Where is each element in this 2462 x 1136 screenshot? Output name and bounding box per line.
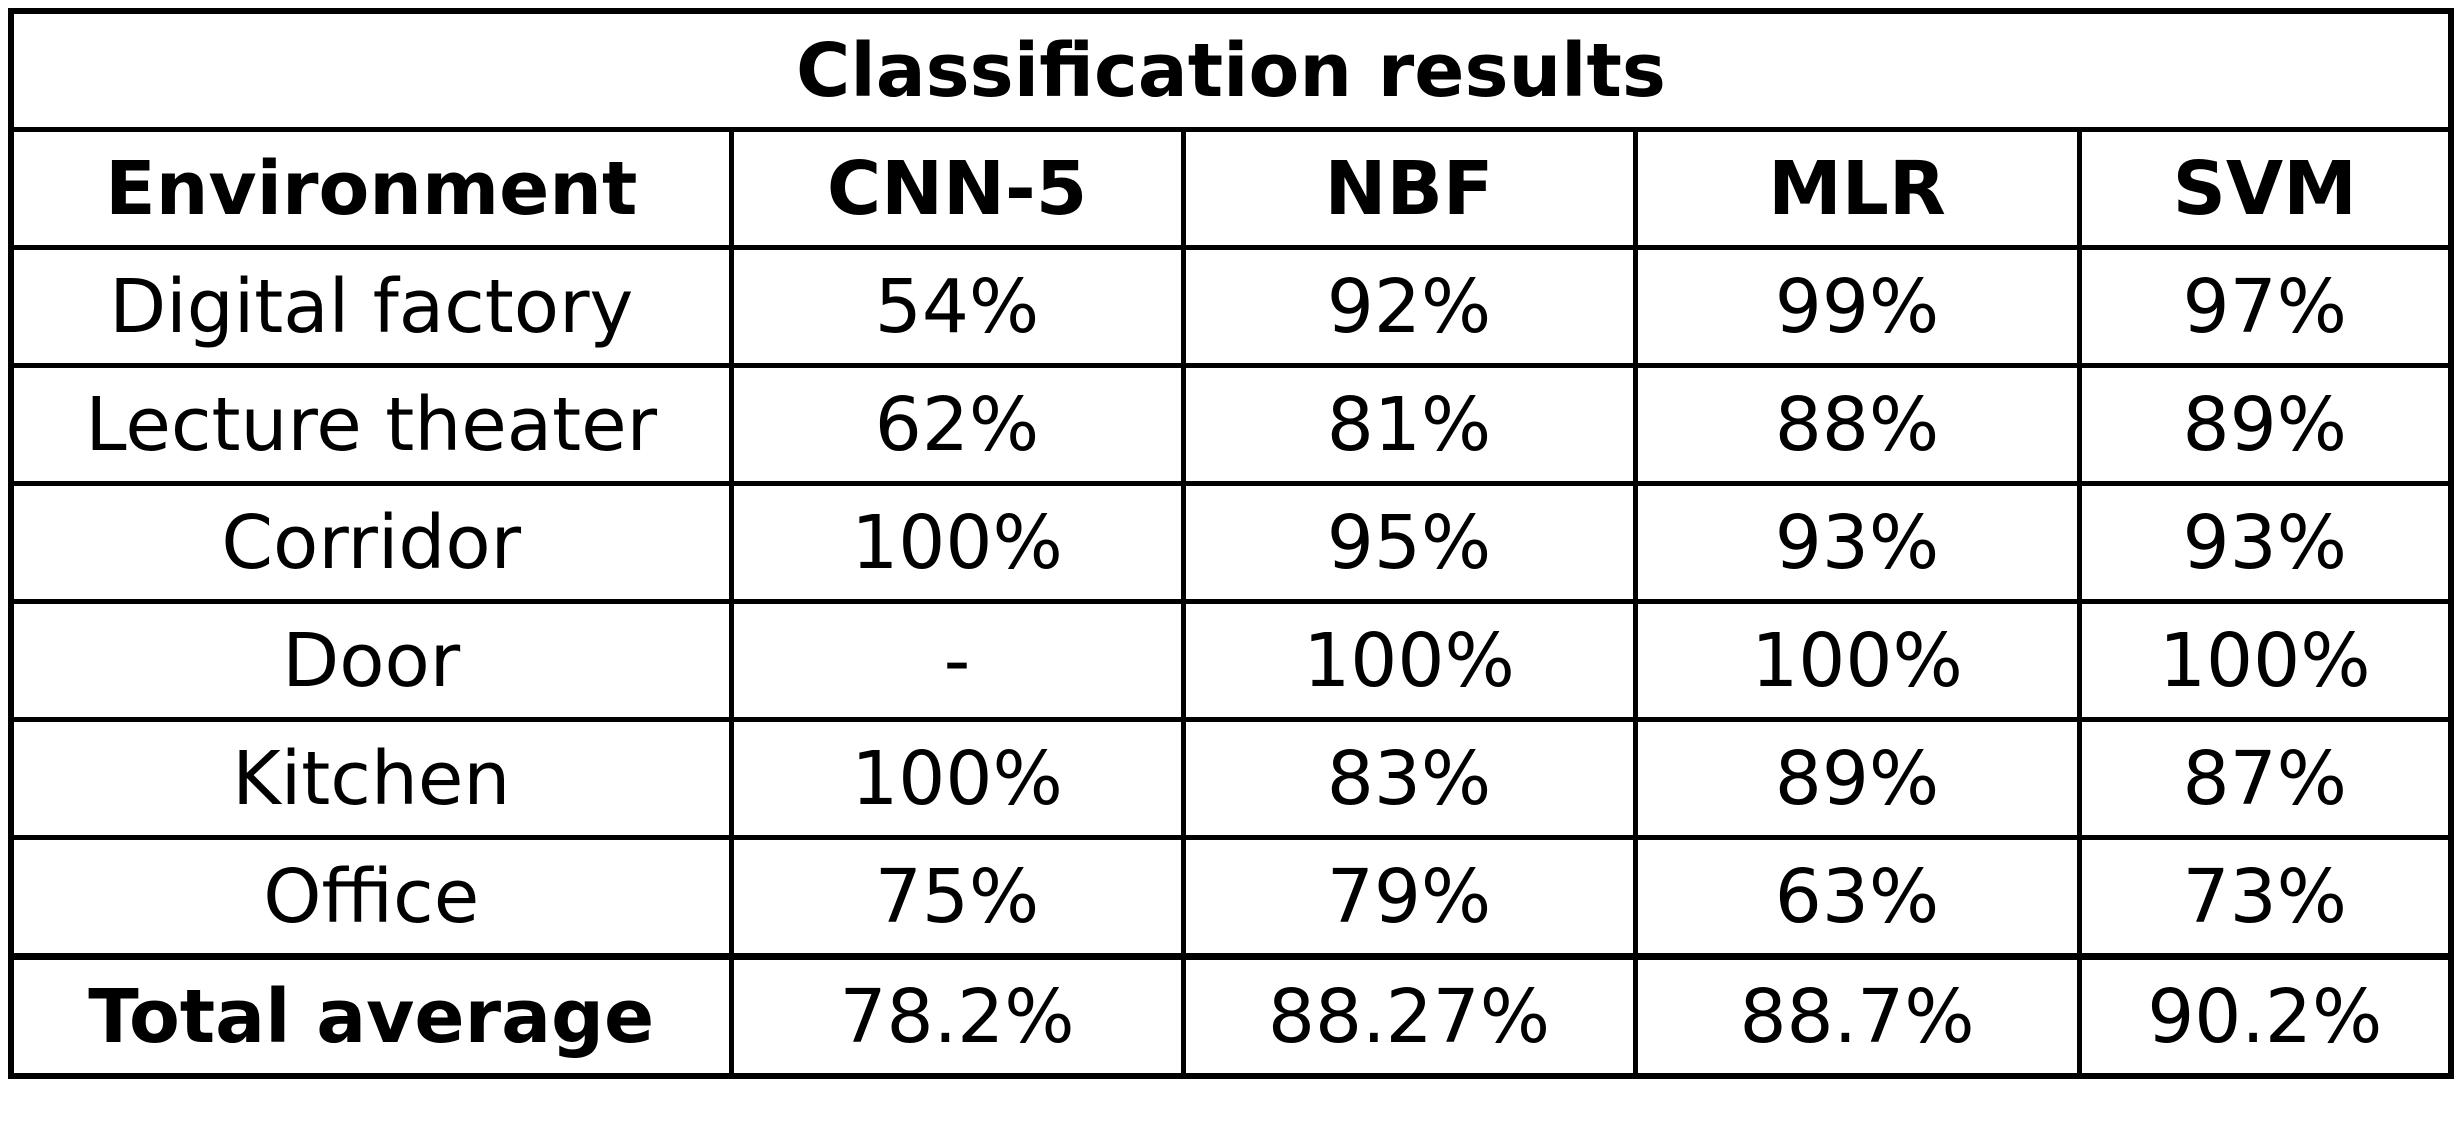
row-label: Door <box>8 599 734 722</box>
cell-value: 89% <box>2076 363 2454 486</box>
column-header-svm: SVM <box>2076 127 2454 250</box>
cell-value: 73% <box>2076 835 2454 959</box>
cell-value: 88% <box>1632 363 2082 486</box>
cell-value: 99% <box>1632 245 2082 368</box>
column-header-nbf: NBF <box>1180 127 1638 250</box>
cell-value: 93% <box>1632 481 2082 604</box>
cell-value: 81% <box>1180 363 1638 486</box>
results-table-container: Classification results Environment CNN-5… <box>8 8 2454 1079</box>
row-label: Lecture theater <box>8 363 734 486</box>
cell-value: 100% <box>728 717 1186 840</box>
total-value: 88.7% <box>1632 953 2082 1079</box>
cell-value: 100% <box>1180 599 1638 722</box>
cell-value: 75% <box>728 835 1186 959</box>
table-caption: Classification results <box>8 8 2454 132</box>
row-label: Corridor <box>8 481 734 604</box>
table-row: Office 75% 79% 63% 73% <box>8 835 2454 959</box>
cell-value: 87% <box>2076 717 2454 840</box>
table-caption-row: Classification results <box>8 8 2454 132</box>
cell-value: - <box>728 599 1186 722</box>
cell-value: 62% <box>728 363 1186 486</box>
row-label: Office <box>8 835 734 959</box>
total-value: 78.2% <box>728 953 1186 1079</box>
cell-value: 93% <box>2076 481 2454 604</box>
cell-value: 100% <box>1632 599 2082 722</box>
cell-value: 92% <box>1180 245 1638 368</box>
column-header-mlr: MLR <box>1632 127 2082 250</box>
cell-value: 79% <box>1180 835 1638 959</box>
column-header-cnn-5: CNN-5 <box>728 127 1186 250</box>
cell-value: 100% <box>2076 599 2454 722</box>
total-average-row: Total average 78.2% 88.27% 88.7% 90.2% <box>8 953 2454 1079</box>
cell-value: 100% <box>728 481 1186 604</box>
table-header-row: Environment CNN-5 NBF MLR SVM <box>8 127 2454 250</box>
cell-value: 89% <box>1632 717 2082 840</box>
cell-value: 97% <box>2076 245 2454 368</box>
row-label: Digital factory <box>8 245 734 368</box>
table-row: Corridor 100% 95% 93% 93% <box>8 481 2454 604</box>
total-value: 90.2% <box>2076 953 2454 1079</box>
table-row: Kitchen 100% 83% 89% 87% <box>8 717 2454 840</box>
total-average-label: Total average <box>8 953 734 1079</box>
cell-value: 63% <box>1632 835 2082 959</box>
table-row: Door - 100% 100% 100% <box>8 599 2454 722</box>
column-header-environment: Environment <box>8 127 734 250</box>
table-row: Digital factory 54% 92% 99% 97% <box>8 245 2454 368</box>
cell-value: 83% <box>1180 717 1638 840</box>
cell-value: 54% <box>728 245 1186 368</box>
row-label: Kitchen <box>8 717 734 840</box>
cell-value: 95% <box>1180 481 1638 604</box>
total-value: 88.27% <box>1180 953 1638 1079</box>
classification-results-table: Classification results Environment CNN-5… <box>8 8 2454 1079</box>
table-row: Lecture theater 62% 81% 88% 89% <box>8 363 2454 486</box>
